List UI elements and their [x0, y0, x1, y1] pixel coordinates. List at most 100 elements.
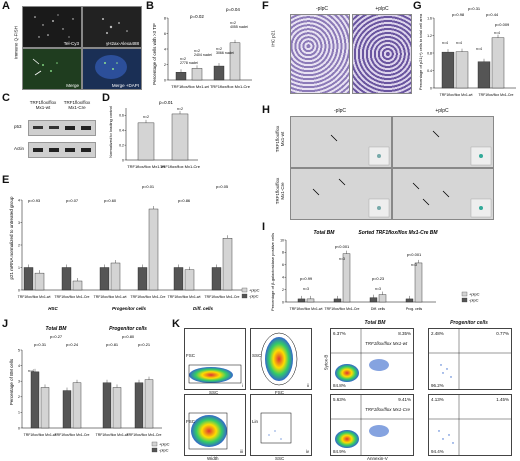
- panel-g-chart: Percentage of p21(+) cells to total cell…: [418, 6, 516, 97]
- panel-e-group-4: TRF1flox/flox Mx1-Cre: [130, 295, 165, 299]
- panel-e-legend-swatch-plus: [241, 287, 248, 293]
- panel-g-n3: n=4: [476, 47, 482, 51]
- panel-g-n2: n=4: [456, 41, 462, 45]
- fish-tile-merge-label: Merge: [66, 83, 79, 88]
- flow-iii-gate: iii: [240, 449, 243, 454]
- panel-d-n1: n=2: [143, 115, 149, 119]
- flow-i-gate: i: [242, 383, 243, 388]
- panel-j-group-4: TRF1flox/flox Mx1-Cre: [126, 433, 161, 437]
- panel-d-chart: Normalized to loading control 0 0.2 0.4 0.6…: [108, 100, 201, 169]
- y-tick-label-e-0: 0: [18, 288, 20, 292]
- y-tick-label-i-2: 4: [282, 276, 284, 280]
- panel-d-bar-1: [171, 113, 189, 161]
- panel-e-bar-minus-2: [99, 267, 110, 291]
- quad-total-wt-q3: 84.8%: [333, 383, 346, 388]
- panel-e-legend-plus: +plpC: [249, 288, 260, 293]
- quad-total-wt-q2: 8.35%: [398, 331, 411, 336]
- panel-j-title-1: Total BM: [46, 326, 68, 332]
- panel-j-chart: Percentage of BM cells Total BM Progenit…: [9, 326, 170, 453]
- fish-tile-telomere: Tel-Cy3: [22, 6, 82, 48]
- fish-tile-gh2ax: γH2ax-Alexa488: [82, 6, 142, 48]
- panel-f-col-2: +plpC: [375, 6, 389, 12]
- panel-i-bar-minus-2: [369, 297, 378, 303]
- panel-letter-j: J: [2, 318, 9, 330]
- panel-j-bar-plus-1: [72, 382, 82, 429]
- quad-total-cre-q2: 9.41%: [398, 397, 411, 402]
- panel-h-col-2: +plpC: [435, 108, 449, 114]
- quad-total-cre: 5.63% 9.41% 84.9% TRF1flox/flox Mx1-Cre …: [330, 394, 414, 461]
- quad-prog-wt-q3: 96.2%: [431, 383, 444, 388]
- panel-e-bar-plus-5: [222, 238, 233, 291]
- panel-h-row-1: TRF1flox/flox Mx1-wt: [275, 125, 285, 153]
- quad-total-wt-q1: 6.37%: [333, 331, 346, 336]
- flow-i-xaxis: SSC: [209, 390, 219, 395]
- panel-i-pval-1: p=0.99: [300, 276, 313, 281]
- panel-i-bar-plus-0: [306, 298, 315, 303]
- panel-c-genotype-2: TRF1flox/flox Mx1-Cre: [63, 100, 91, 110]
- panel-i-pval-4: p<0.001: [407, 252, 422, 257]
- y-tick-label-j-3: 3: [18, 380, 20, 384]
- quad-prog-cre: 4.13% 1.45% 94.4%: [428, 394, 512, 456]
- quad-prog-wt-q1: 2.48%: [431, 331, 444, 336]
- quad-prog-wt-q2: 0.77%: [496, 331, 509, 336]
- fish-tile-merge-dapi: Merge +DAPI: [82, 48, 142, 90]
- panel-e-pval-1: p=0.93: [28, 198, 41, 203]
- panel-b-pval-1: p=0.02: [190, 14, 204, 19]
- y-tick-label-b-3: 6: [164, 32, 166, 36]
- panel-i-group-2: TRF1flox/flox Mx1-Cre: [324, 307, 359, 311]
- panel-e-pval-2: p=0.07: [66, 198, 79, 203]
- panel-b-n3-nuclei: 3066 nuclei: [216, 51, 234, 55]
- panel-d-group-2: TRF1flox/flox Mx1-Cre: [160, 164, 201, 169]
- panel-k-title-2: Progenitor cells: [450, 320, 488, 326]
- quad-yaxis: Sytox-B: [323, 354, 329, 371]
- panel-c-band-p53: p53: [14, 124, 22, 129]
- panel-h-col-1: -plpC: [334, 108, 346, 114]
- panel-b-n1-nuclei: 2778 nuclei: [180, 61, 198, 65]
- y-tick-label-j-2: 2: [18, 395, 20, 399]
- fish-tile-gh2ax-label: γH2ax-Alexa488: [105, 41, 139, 46]
- panel-b-group-1: TRF1flox/flox Mx1-wt: [171, 84, 209, 89]
- panel-i-group-4: Prog. cells: [406, 307, 423, 311]
- flow-iv-xaxis: SSC: [275, 456, 285, 461]
- panel-e-pval-6: p=0.05: [216, 184, 229, 189]
- panel-b-n4: n=2: [230, 21, 236, 25]
- y-tick-label-i-3: 6: [282, 263, 284, 267]
- panel-i-legend-plus: +plpC: [469, 292, 480, 297]
- flow-plot-iv: Lin SSC iv: [250, 394, 312, 461]
- quad-prog-cre-q3: 94.4%: [431, 449, 444, 454]
- panel-letter-b: B: [146, 0, 154, 12]
- panel-j-legend-minus: -plpC: [159, 448, 169, 453]
- y-tick-label-d-2: 0.4: [119, 129, 124, 133]
- panel-j-pval-3: p=0.24: [66, 342, 79, 347]
- panel-letter-e: E: [2, 174, 10, 186]
- fish-tile-merge: Merge: [22, 48, 82, 90]
- panel-g-bar-3: [491, 37, 505, 89]
- panel-i-title-2: Sorted TRF1flox/flox Mx1-Cre BM: [358, 230, 438, 236]
- panel-h-row-2: TRF1flox/flox Mx1-Cre: [275, 177, 285, 205]
- y-tick-label-b-4: 8: [164, 16, 166, 20]
- y-tick-label-j-0: 0: [18, 426, 20, 430]
- y-tick-label-j-1: 1: [18, 411, 20, 415]
- panel-e-bar-plus-4: [184, 269, 195, 291]
- panel-j-title-2: Progenitor cells: [109, 326, 147, 332]
- panel-g-group-1: TRF1flox/flox Mx1-wt: [440, 93, 473, 97]
- panel-j-bar-plus-2: [112, 387, 122, 429]
- y-tick-label-e-2: 2: [18, 243, 20, 247]
- y-tick-label-e-1: 1: [18, 266, 20, 270]
- panel-f-col-1: -plpC: [316, 6, 328, 12]
- panel-i-n4: n=3: [411, 263, 417, 267]
- panel-i-bar-plus-3: [414, 262, 423, 303]
- panel-letter-h: H: [262, 104, 270, 116]
- panel-d-plot: 0 0.2 0.4 0.6: [119, 108, 198, 162]
- panel-letter-i: I: [262, 221, 266, 233]
- panel-c-blot: TRF1flox/flox Mx1-wt TRF1flox/flox Mx1-C…: [14, 100, 96, 166]
- y-tick-label-b-2: 4: [164, 47, 166, 51]
- panel-j-n-label: n=4: [28, 369, 34, 373]
- quad-prog-cre-q1: 4.13%: [431, 397, 444, 402]
- y-tick-label-j-5: 5: [18, 348, 20, 352]
- panel-j-pval-4: p=0.80: [122, 334, 135, 339]
- panel-e-legend-minus: -plpC: [249, 294, 259, 299]
- panel-i-title-1: Total BM: [314, 230, 336, 236]
- panel-j-legend-plus: +plpC: [159, 442, 170, 447]
- panel-b-bar-0: [175, 72, 187, 81]
